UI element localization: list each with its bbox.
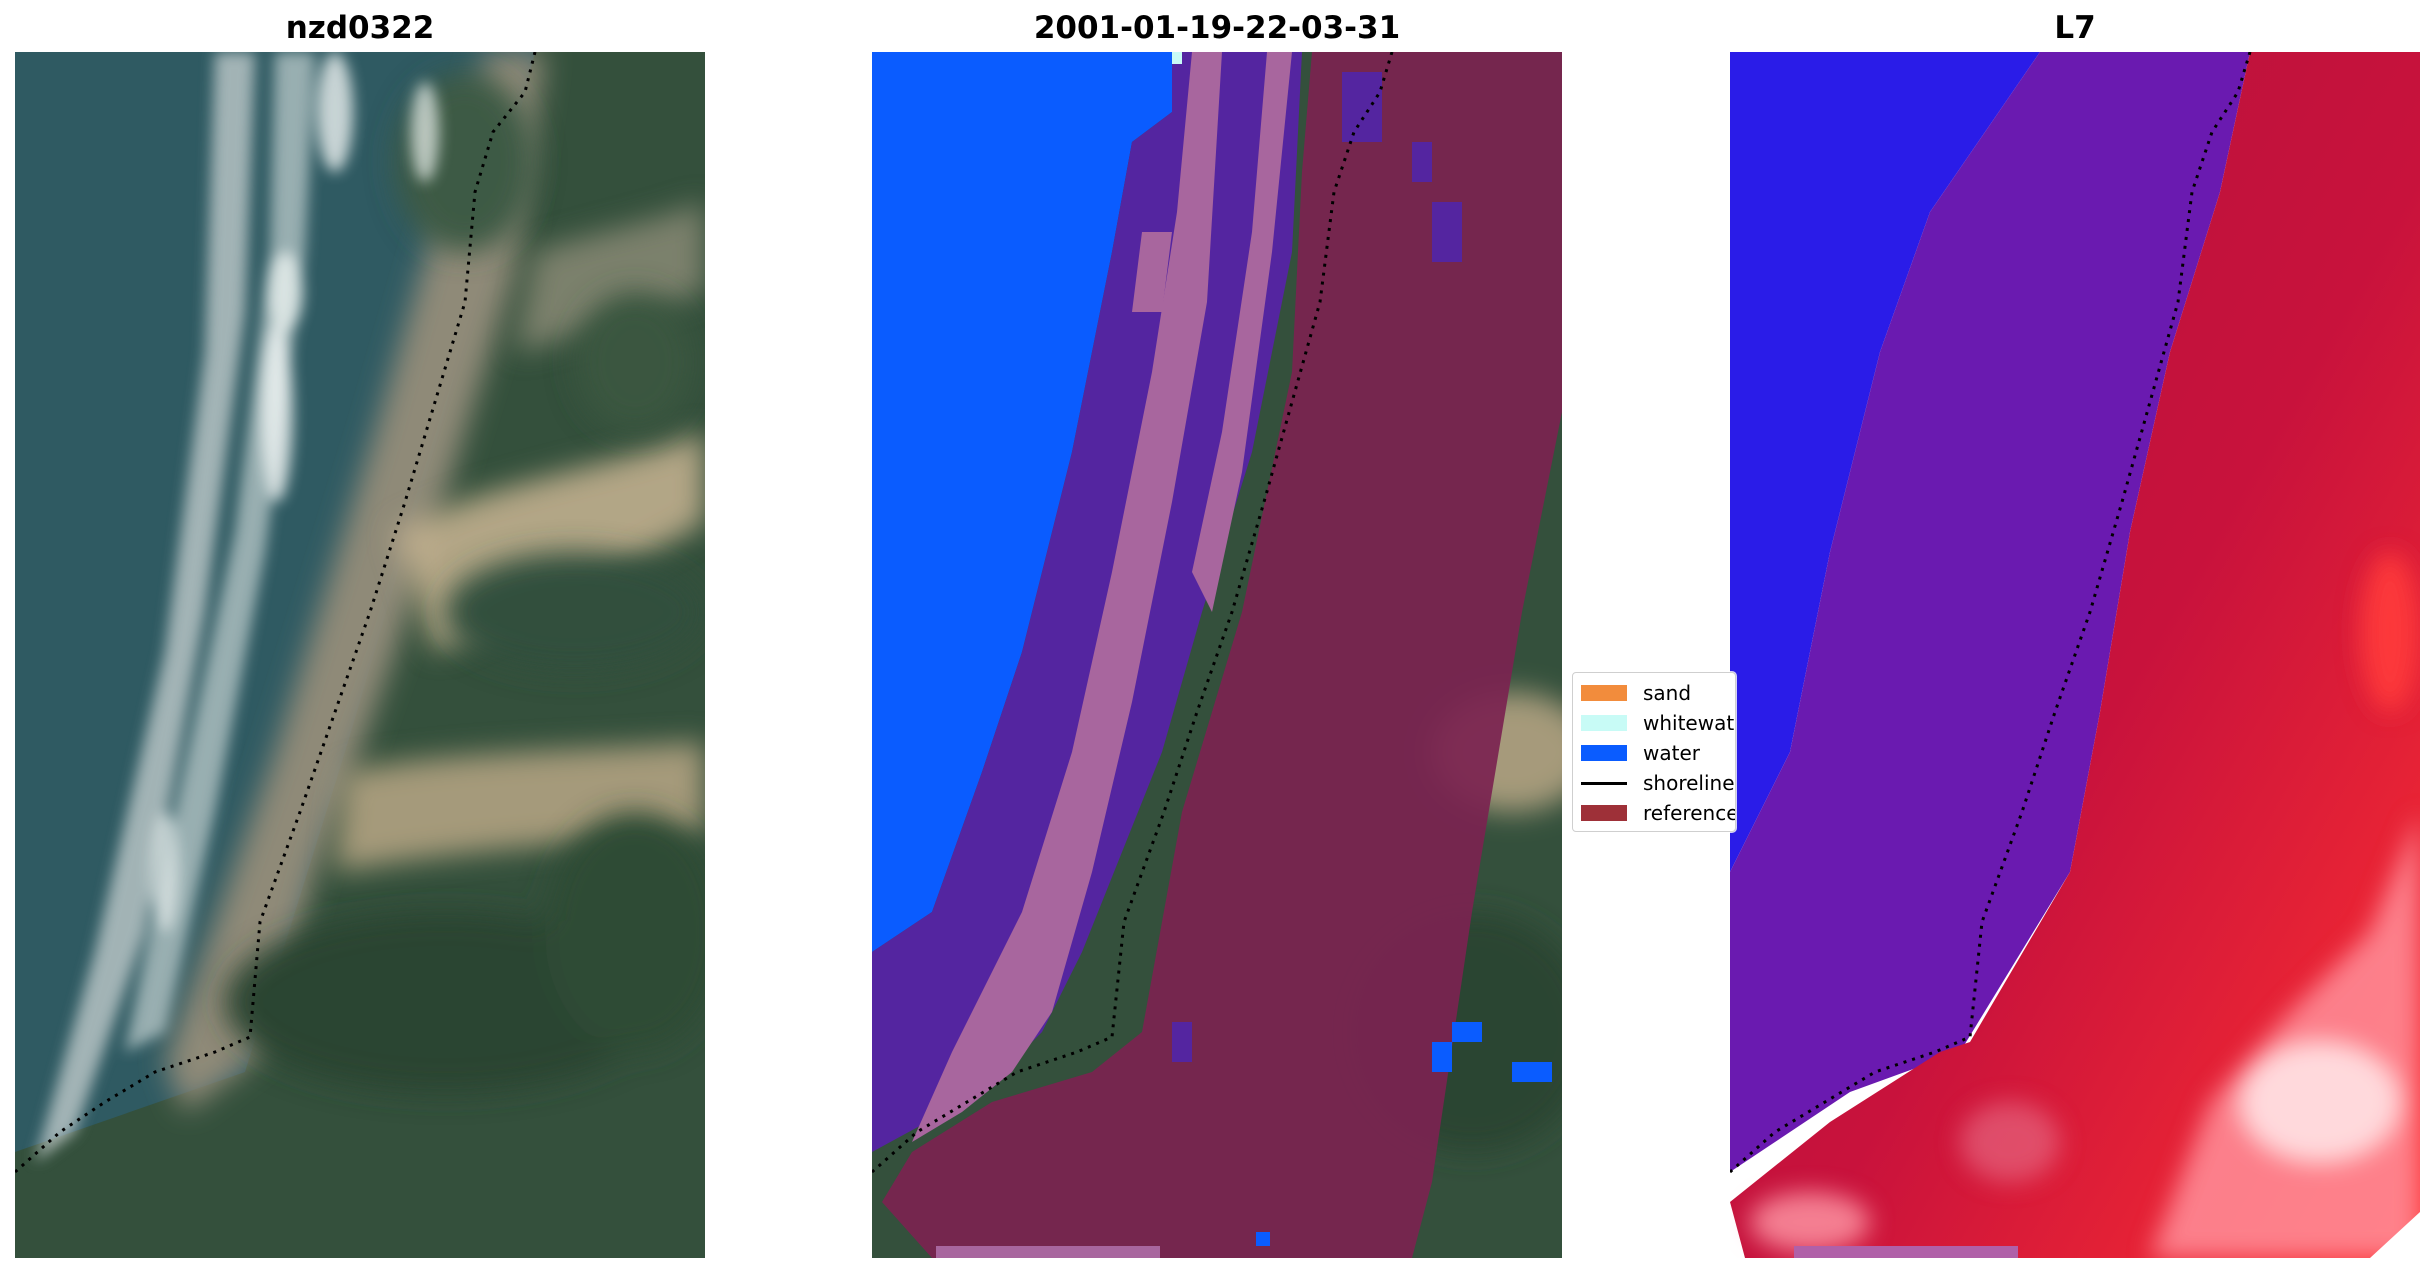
legend-item-whitewater: whitewater	[1581, 711, 1735, 735]
classification-image	[872, 52, 1562, 1258]
legend-item-sand: sand	[1581, 681, 1691, 705]
panel-title-image: nzd0322	[285, 10, 435, 46]
index-panel	[1730, 52, 2420, 1258]
satellite-image	[15, 52, 705, 1258]
legend-item-water: water	[1581, 741, 1700, 765]
legend-label: sand	[1643, 681, 1692, 705]
legend-line-shoreline	[1581, 781, 1627, 785]
legend-swatch-reference	[1581, 805, 1627, 821]
panel-title-classification: 2001-01-19-22-03-31	[1033, 10, 1401, 46]
legend-label: reference	[1643, 801, 1736, 825]
legend-item-reference: reference	[1581, 801, 1736, 825]
legend: sand whitewater water shoreline referenc…	[1572, 672, 1736, 832]
legend-swatch-water	[1581, 745, 1627, 761]
legend-label: shoreline	[1643, 771, 1735, 795]
index-image	[1730, 52, 2420, 1258]
legend-swatch-sand	[1581, 685, 1627, 701]
classification-panel	[872, 52, 1562, 1258]
legend-label: water	[1643, 741, 1700, 765]
legend-item-shoreline: shoreline	[1581, 771, 1735, 795]
shoreline	[15, 52, 537, 1174]
legend-swatch-whitewater	[1581, 715, 1627, 731]
panel-title-index: L7	[2054, 10, 2096, 46]
satellite-image-panel	[15, 52, 705, 1258]
legend-label: whitewater	[1643, 711, 1735, 735]
